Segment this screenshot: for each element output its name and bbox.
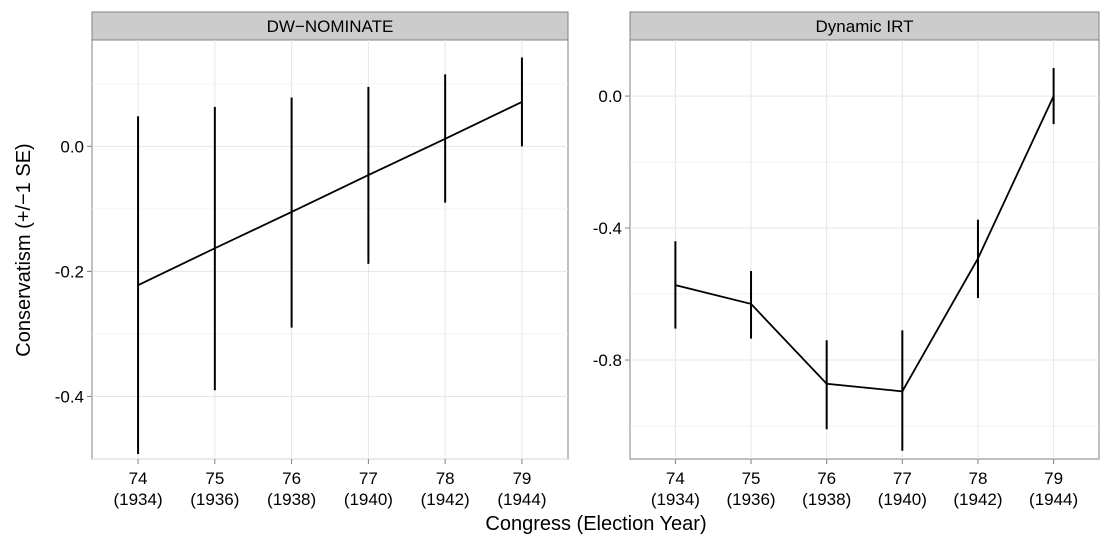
x-tick-label: 78: [969, 469, 988, 488]
x-tick-sublabel: (1938): [802, 490, 851, 509]
y-tick-label: 0.0: [60, 137, 84, 156]
x-tick-sublabel: (1936): [726, 490, 775, 509]
x-tick-sublabel: (1940): [878, 490, 927, 509]
x-tick-sublabel: (1940): [344, 490, 393, 509]
x-tick-sublabel: (1934): [651, 490, 700, 509]
y-tick-label: -0.4: [593, 219, 622, 238]
x-tick-label: 75: [205, 469, 224, 488]
series-line: [137, 101, 523, 286]
data-marks: [674, 68, 1055, 451]
panel-dw-nominate: DW−NOMINATE -0.4 -0.2 0.0 74 (1934) 75 (1936)…: [55, 11, 569, 509]
x-tick-sublabel: (1934): [113, 490, 162, 509]
x-tick-label: 74: [129, 469, 148, 488]
y-tick-label: 0.0: [598, 87, 622, 106]
y-axis-ticks: -0.8 -0.4 0.0: [593, 87, 630, 370]
x-tick-sublabel: (1942): [953, 490, 1002, 509]
series-line: [675, 95, 1055, 393]
x-tick-label: 76: [282, 469, 301, 488]
y-axis-ticks: -0.4 -0.2 0.0: [55, 137, 92, 406]
panel-title: DW−NOMINATE: [267, 17, 394, 36]
strip-background: [629, 11, 1100, 41]
x-tick-label: 74: [666, 469, 685, 488]
x-tick-label: 79: [1044, 469, 1063, 488]
panel-title: Dynamic IRT: [816, 17, 914, 36]
x-tick-label: 76: [817, 469, 836, 488]
x-tick-label: 77: [359, 469, 378, 488]
x-axis-ticks: 74 (1934) 75 (1936) 76 (1938) 77 (1940) 78 (1942)…: [651, 459, 1078, 509]
x-tick-sublabel: (1938): [267, 490, 316, 509]
x-tick-sublabel: (1944): [497, 490, 546, 509]
y-tick-label: -0.2: [55, 262, 84, 281]
y-tick-label: -0.4: [55, 387, 84, 406]
plot-background: [629, 39, 1100, 460]
x-tick-sublabel: (1936): [190, 490, 239, 509]
x-tick-label: 78: [436, 469, 455, 488]
plot-background: [91, 39, 569, 460]
y-tick-label: -0.8: [593, 351, 622, 370]
x-tick-sublabel: (1944): [1029, 490, 1078, 509]
panel-dynamic-irt: Dynamic IRT -0.8 -0.4 0.0 74 (1934) 75 (1936)…: [593, 11, 1100, 509]
x-axis-ticks: 74 (1934) 75 (1936) 76 (1938) 77 (1940) 78 (1942)…: [113, 459, 547, 509]
y-axis-title: Conservatism (+/−1 SE): [13, 143, 35, 356]
x-tick-label: 77: [893, 469, 912, 488]
x-tick-sublabel: (1942): [421, 490, 470, 509]
x-tick-label: 75: [742, 469, 761, 488]
data-marks: [137, 57, 523, 454]
x-tick-label: 79: [512, 469, 531, 488]
grid-lines: [630, 40, 1099, 459]
strip-background: [91, 11, 569, 41]
x-axis-title: Congress (Election Year): [485, 513, 706, 535]
